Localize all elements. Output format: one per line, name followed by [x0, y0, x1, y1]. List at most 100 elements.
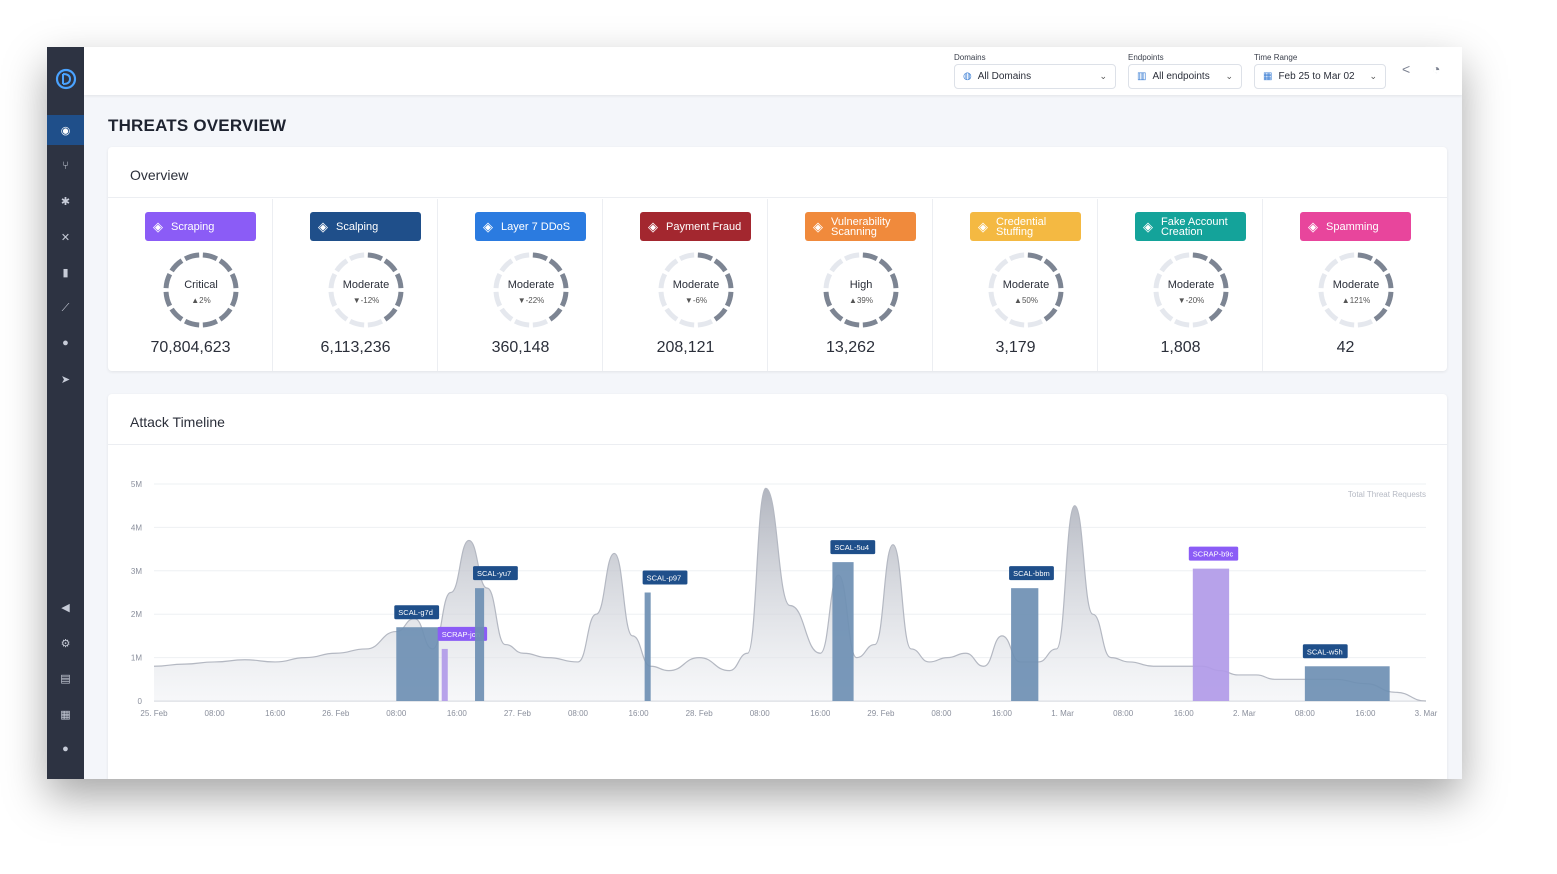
x-tick-label: 16:00 [265, 709, 286, 718]
gauge-segment [1192, 318, 1209, 328]
gauge-segment [513, 252, 530, 262]
sidebar-item-docs[interactable]: ▤ [47, 663, 84, 693]
severity-gauge [1153, 252, 1229, 328]
threat-badge[interactable]: ◈ Scalping [310, 212, 421, 241]
gauge-segment [229, 291, 239, 308]
gauge-segment [1318, 272, 1328, 289]
sidebar-item-settings[interactable]: ⚙ [47, 628, 84, 658]
domains-select[interactable]: ◍ All Domains ⌄ [954, 64, 1116, 89]
gauge-segment [843, 252, 860, 262]
threat-count: 70,804,623 [150, 339, 231, 356]
gauge-segment [1338, 252, 1355, 262]
gauge-segment [1384, 272, 1394, 289]
gauge-segment [697, 318, 714, 328]
threat-badge[interactable]: ◈ Scraping [145, 212, 256, 241]
logo-icon[interactable] [54, 67, 78, 91]
gauge-segment [383, 258, 398, 273]
gauge-segment [394, 272, 404, 289]
severity-change: ▲2% [191, 296, 211, 305]
time-range-select[interactable]: ▦ Feb 25 to Mar 02 ⌄ [1254, 64, 1386, 89]
gauge-segment [559, 272, 569, 289]
tools-icon: ✕ [60, 231, 71, 244]
severity-label: Moderate [1002, 279, 1050, 291]
scraping-icon: ◈ [153, 218, 163, 234]
gauge-segment [1054, 291, 1064, 308]
time-range-filter: Time Range ▦ Feb 25 to Mar 02 ⌄ [1254, 53, 1386, 89]
gauge-segment [1219, 272, 1229, 289]
endpoints-select[interactable]: ▥ All endpoints ⌄ [1128, 64, 1242, 89]
attack-timeline-chart[interactable]: 0 1M 2M 3M 4M 5M 25. Feb 08:00 16:00 26. Feb 08:00… [108, 464, 1447, 764]
gauge-segment [1153, 291, 1163, 308]
sidebar-item-org[interactable]: ▦ [47, 699, 84, 729]
attack-label: SCAL-p97 [647, 574, 682, 583]
gauge-segment [1054, 272, 1064, 289]
sidebar-item-threats[interactable]: ✱ [47, 186, 84, 216]
gauge-segment [367, 318, 384, 328]
sidebar-item-pointer[interactable]: ➤ [47, 364, 84, 394]
attack-label: SCAL-bbm [1013, 569, 1050, 578]
sidebar-item-flows[interactable]: ⑂ [47, 151, 84, 181]
threat-badge[interactable]: ◈ Payment Fraud [640, 212, 751, 241]
sidebar-item-dashboard[interactable]: ◉ [47, 115, 84, 145]
threat-count: 360,148 [491, 339, 550, 356]
sidebar-item-reports[interactable]: ▮ [47, 257, 84, 287]
threat-count: 3,179 [995, 339, 1036, 356]
gauge-segment [183, 318, 200, 328]
gauge-segment [994, 258, 1009, 273]
lock-icon: ◈ [978, 218, 988, 234]
gauge-segment [229, 272, 239, 289]
gauge-segment [493, 272, 503, 289]
threat-badge[interactable]: ◈ Layer 7 DDoS [475, 212, 586, 241]
sidebar-item-users[interactable]: ● [47, 328, 84, 358]
threat-badge[interactable]: ◈ Credential Stuffing [970, 212, 1081, 241]
threat-card[interactable]: ◈ Fake Account Creation Moderate ▼-20% 1,808 [1098, 199, 1263, 371]
gauge-segment [532, 252, 549, 262]
x-tick-label: 08:00 [205, 709, 226, 718]
gear-icon: ⚙ [60, 637, 71, 650]
chart-icon: ⟋ [61, 301, 70, 314]
sidebar-item-tools[interactable]: ✕ [47, 222, 84, 252]
bell-icon[interactable]: ◔ [1432, 61, 1441, 77]
severity-change: ▲121% [1341, 296, 1371, 305]
threat-badge[interactable]: ◈ Spamming [1300, 212, 1411, 241]
sidebar-item-profile[interactable]: ● [47, 734, 84, 764]
x-tick-label: 16:00 [1355, 709, 1376, 718]
threat-count: 42 [1336, 339, 1355, 356]
threat-badge[interactable]: ◈ Vulnerability Scanning [805, 212, 916, 241]
gauge-segment [367, 252, 384, 262]
attack-label-bg [642, 570, 688, 585]
sidebar-item-announcements[interactable]: ◀ [47, 592, 84, 622]
threat-badge[interactable]: ◈ Fake Account Creation [1135, 212, 1246, 241]
threat-card[interactable]: ◈ Scraping Critical ▲2% 70,804,623 [108, 199, 273, 371]
gauge-segment [1324, 307, 1339, 322]
top-bar: Domains ◍ All Domains ⌄ Endpoints ▥ All … [84, 47, 1462, 95]
threat-name: Credential Stuffing [996, 215, 1047, 238]
threat-card[interactable]: ◈ Credential Stuffing Moderate ▲50% 3,179 [933, 199, 1098, 371]
attack-label: SCAL-5u4 [834, 543, 869, 552]
threat-count: 208,121 [656, 339, 715, 356]
gauge-segment [202, 252, 219, 262]
gauge-segment [1373, 258, 1388, 273]
x-tick-label: 1. Mar [1051, 709, 1074, 718]
threat-card[interactable]: ◈ Layer 7 DDoS Moderate ▼-22% 360,148 [438, 199, 603, 371]
threat-card[interactable]: ◈ Vulnerability Scanning High ▲39% 13,262 [768, 199, 933, 371]
threat-count: 6,113,236 [320, 339, 391, 356]
threat-card[interactable]: ◈ Spamming Moderate ▲121% 42 [1263, 199, 1428, 371]
timeline-card: Attack Timeline 0 1M 2M 3M 4M 5M 25. Feb 08:00 1… [108, 394, 1447, 779]
sidebar-item-analytics[interactable]: ⟋ [47, 293, 84, 323]
endpoints-label: Endpoints [1128, 53, 1164, 62]
gauge-segment [823, 272, 833, 289]
gauge-segment [988, 291, 998, 308]
gauge-segment [878, 307, 893, 322]
chevron-down-icon: ⌄ [1099, 71, 1107, 81]
attack-label: SCAL-yu7 [477, 569, 511, 578]
attack-bar [441, 648, 448, 701]
threat-card[interactable]: ◈ Scalping Moderate ▼-12% 6,113,236 [273, 199, 438, 371]
severity-change: ▲50% [1014, 296, 1038, 305]
x-tick-label: 08:00 [750, 709, 771, 718]
domains-filter: Domains ◍ All Domains ⌄ [954, 53, 1116, 89]
threat-count: 1,808 [1160, 339, 1201, 356]
gauge-segment [1008, 252, 1025, 262]
threat-card[interactable]: ◈ Payment Fraud Moderate ▼-6% 208,121 [603, 199, 768, 371]
share-icon[interactable]: < [1402, 61, 1411, 77]
